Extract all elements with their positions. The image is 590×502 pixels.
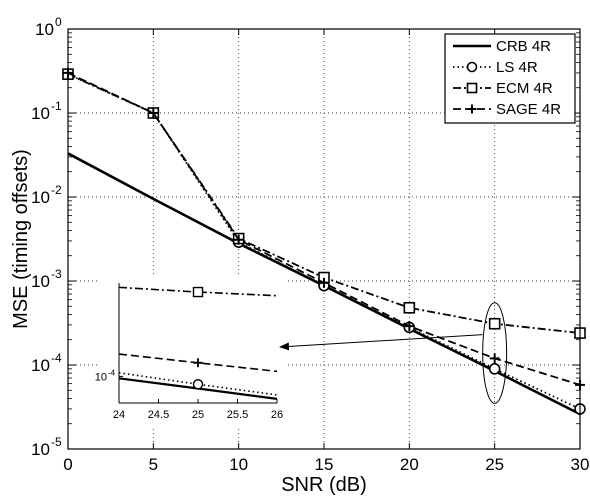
inset-zoom-plot: 24 24.5 25 25.5 26 10 -4 bbox=[95, 274, 286, 426]
data-point-plus-marker bbox=[489, 353, 500, 364]
data-point-square-marker bbox=[192, 286, 204, 298]
y-tick-label-base: 10 bbox=[35, 20, 54, 39]
data-point-plus-marker bbox=[319, 277, 329, 288]
legend-label: ECM 4R bbox=[496, 80, 553, 97]
x-tick-label: 0 bbox=[63, 455, 72, 474]
data-point-plus-marker bbox=[404, 321, 415, 332]
y-tick-label-base: 10 bbox=[31, 272, 50, 291]
x-axis: 0 5 10 15 20 25 30 bbox=[63, 29, 589, 474]
x-tick-label: 25 bbox=[485, 455, 504, 474]
y-tick-label-exponent: -4 bbox=[51, 351, 62, 365]
inset-x-tick-label: 24 bbox=[113, 409, 125, 421]
data-point-square-marker bbox=[403, 301, 416, 314]
inset-series bbox=[118, 286, 278, 400]
y-tick-label-exponent: -5 bbox=[51, 435, 62, 449]
data-point-square-marker bbox=[466, 82, 478, 94]
legend-label: CRB 4R bbox=[496, 38, 551, 55]
minor-ticks bbox=[68, 32, 580, 425]
x-tick-label: 30 bbox=[571, 455, 590, 474]
inset-x-tick-label: 25.5 bbox=[227, 409, 248, 421]
y-axis-title: MSE (timing offsets) bbox=[10, 149, 32, 329]
y-tick-label-exponent: -1 bbox=[51, 99, 62, 113]
data-point-plus-marker bbox=[193, 358, 203, 368]
y-tick-label-exponent: -3 bbox=[51, 267, 62, 281]
data-point-plus-marker bbox=[467, 104, 477, 114]
legend-entry: ECM 4R bbox=[453, 80, 553, 97]
data-point-circle-marker bbox=[466, 61, 478, 73]
x-tick-label: 15 bbox=[315, 455, 334, 474]
y-tick-label-exponent: -2 bbox=[51, 183, 62, 197]
legend-entry: LS 4R bbox=[453, 59, 538, 76]
x-axis-title: SNR (dB) bbox=[281, 474, 367, 496]
highlight-ellipse bbox=[482, 302, 508, 404]
y-tick-label-base: 10 bbox=[31, 356, 50, 375]
legend: CRB 4R LS 4R ECM 4R SAGE 4R bbox=[444, 33, 576, 124]
legend-entry: SAGE 4R bbox=[453, 101, 561, 118]
y-tick-label-base: 10 bbox=[31, 104, 50, 123]
inset-y-tick-label-exponent: -4 bbox=[108, 368, 116, 377]
y-tick-label-base: 10 bbox=[31, 188, 50, 207]
data-point-plus-marker bbox=[148, 108, 159, 118]
y-tick-label-exponent: 0 bbox=[55, 15, 62, 29]
data-point-circle-marker bbox=[488, 363, 501, 375]
inset-x-tick-label: 24.5 bbox=[148, 409, 169, 421]
data-point-plus-marker bbox=[233, 234, 244, 245]
inset-series-sage-4r bbox=[118, 353, 278, 373]
inset-x-tick-label: 25 bbox=[192, 409, 204, 421]
x-tick-label: 20 bbox=[400, 455, 419, 474]
x-tick-label: 5 bbox=[149, 455, 158, 474]
zoom-arrow bbox=[279, 334, 483, 351]
legend-entry: CRB 4R bbox=[453, 38, 551, 55]
legend-label: SAGE 4R bbox=[496, 101, 561, 118]
data-point-circle-marker bbox=[192, 379, 204, 390]
inset-x-tick-label: 26 bbox=[271, 409, 283, 421]
inset-background bbox=[100, 274, 286, 426]
y-tick-label-base: 10 bbox=[31, 440, 50, 459]
x-tick-label: 10 bbox=[229, 455, 248, 474]
inset-y-tick-label-base: 10 bbox=[95, 371, 107, 383]
data-point-square-marker bbox=[488, 317, 501, 330]
inset-series-line bbox=[118, 286, 278, 297]
inset-series-ls-4r bbox=[118, 371, 278, 396]
inset-series-ecm-4r bbox=[118, 286, 278, 298]
legend-label: LS 4R bbox=[496, 59, 538, 76]
